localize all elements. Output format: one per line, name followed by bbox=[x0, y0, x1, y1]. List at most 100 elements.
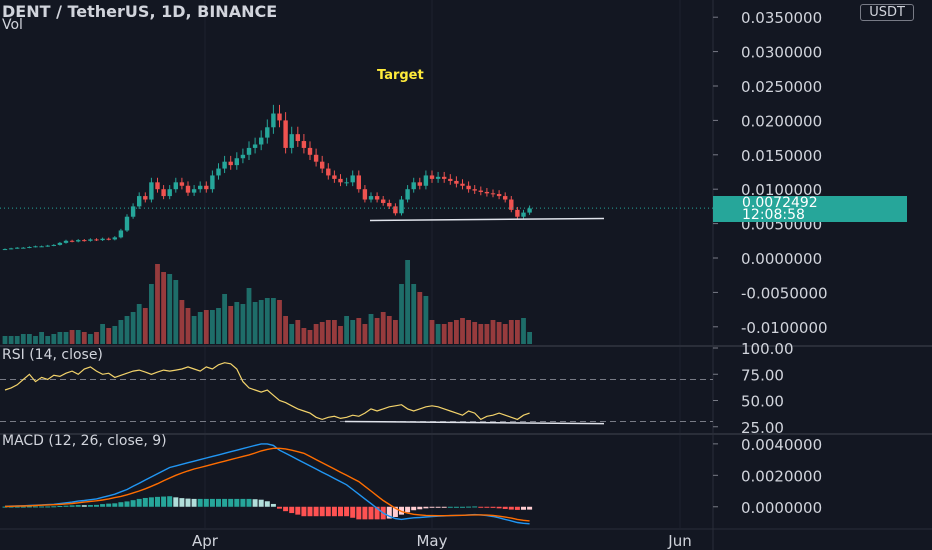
macd-histogram-bar bbox=[319, 506, 325, 517]
macd-histogram-bar bbox=[124, 501, 130, 507]
candle bbox=[326, 168, 331, 176]
volume-bar bbox=[185, 308, 191, 344]
candle bbox=[2, 249, 8, 251]
candle bbox=[454, 180, 459, 184]
volume-bar bbox=[51, 334, 57, 344]
candle bbox=[191, 189, 197, 193]
volume-bar bbox=[45, 336, 51, 344]
macd-histogram-bar bbox=[264, 501, 270, 507]
macd-histogram-bar bbox=[350, 506, 356, 518]
candle bbox=[350, 175, 355, 183]
macd-histogram-bar bbox=[502, 506, 508, 509]
volume-bar bbox=[393, 320, 398, 344]
volume-bar bbox=[81, 332, 87, 344]
macd-histogram-bar bbox=[496, 506, 502, 509]
macd-histogram-bar bbox=[106, 503, 112, 507]
macd-histogram-bar bbox=[57, 505, 63, 507]
candle bbox=[51, 244, 56, 246]
volume-bar bbox=[527, 332, 532, 344]
candle bbox=[490, 193, 496, 195]
macd-histogram-bar bbox=[441, 506, 447, 508]
macd-histogram-bar bbox=[344, 506, 350, 517]
macd-histogram-bar bbox=[307, 506, 313, 517]
volume-bar bbox=[27, 334, 32, 344]
macd-histogram-bar bbox=[100, 504, 106, 507]
currency-button[interactable]: USDT bbox=[860, 4, 914, 21]
support-trendline bbox=[369, 217, 605, 222]
candle bbox=[374, 196, 380, 200]
macd-histogram-bar bbox=[2, 506, 8, 508]
volume-bar bbox=[350, 320, 356, 344]
signal-line bbox=[4, 447, 530, 522]
volume-bar bbox=[228, 306, 234, 344]
candle bbox=[39, 246, 44, 248]
time-tick-label: May bbox=[416, 532, 447, 550]
volume-bar bbox=[508, 320, 514, 344]
macd-histogram-bar bbox=[325, 506, 331, 517]
time-tick-label: Jun bbox=[667, 532, 691, 550]
macd-histogram-bar bbox=[466, 506, 472, 508]
macd-histogram-bar bbox=[87, 505, 93, 507]
macd-histogram-bar bbox=[484, 506, 490, 508]
macd-histogram-bar bbox=[234, 498, 240, 507]
candle bbox=[33, 246, 38, 248]
candle bbox=[173, 182, 178, 190]
macd-histogram-bar bbox=[478, 506, 484, 508]
volume-bar bbox=[405, 260, 410, 344]
price-tick-label: 0.0300000 bbox=[741, 44, 822, 62]
candle bbox=[509, 199, 514, 210]
macd-histogram-bar bbox=[63, 505, 69, 507]
rsi-tick-label: 100.00 bbox=[741, 340, 794, 358]
candle bbox=[27, 246, 32, 248]
candle bbox=[307, 147, 313, 155]
candle bbox=[21, 247, 26, 249]
time-tick-label: Apr bbox=[192, 532, 219, 550]
volume-bar bbox=[222, 294, 227, 344]
rsi-indicator-label[interactable]: RSI (14, close) bbox=[2, 347, 103, 363]
symbol-title[interactable]: DENT / TetherUS, 1D, BINANCE bbox=[2, 2, 278, 21]
volume-bar bbox=[39, 332, 44, 344]
candle bbox=[435, 176, 441, 179]
macd-histogram-bar bbox=[94, 504, 99, 507]
volume-bar bbox=[344, 316, 349, 344]
candle bbox=[88, 239, 93, 241]
rsi-tick-label: 25.00 bbox=[741, 419, 784, 437]
volume-bar bbox=[130, 312, 136, 344]
macd-histogram-bar bbox=[228, 498, 234, 507]
macd-histogram-bar bbox=[417, 506, 423, 510]
candle bbox=[15, 247, 20, 249]
volume-bar bbox=[478, 324, 484, 344]
macd-histogram-bar bbox=[331, 506, 337, 517]
candle bbox=[94, 239, 99, 241]
volume-bar bbox=[88, 334, 93, 344]
volume-bar bbox=[386, 316, 392, 344]
price-tick-label: 0.0200000 bbox=[741, 112, 822, 130]
volume-bar bbox=[362, 324, 368, 344]
macd-histogram-bar bbox=[252, 499, 258, 507]
candle bbox=[472, 189, 477, 191]
volume-bar bbox=[301, 328, 307, 344]
candle bbox=[356, 175, 361, 190]
candle bbox=[167, 189, 172, 197]
macd-histogram-bar bbox=[356, 506, 362, 520]
candle bbox=[295, 134, 300, 142]
volume-bar bbox=[197, 312, 203, 344]
candle bbox=[423, 175, 429, 186]
macd-histogram-bar bbox=[197, 498, 203, 507]
macd-histogram-bar bbox=[148, 497, 154, 507]
macd-line bbox=[4, 443, 530, 525]
volume-bar bbox=[325, 320, 331, 344]
volume-bar bbox=[454, 320, 459, 344]
candle bbox=[149, 182, 154, 200]
volume-bar bbox=[356, 318, 362, 344]
volume-bar bbox=[490, 320, 496, 344]
volume-bar bbox=[94, 332, 99, 344]
volume-bar bbox=[283, 316, 288, 344]
macd-histogram-bar bbox=[270, 503, 276, 507]
macd-histogram-bar bbox=[435, 506, 441, 508]
macd-indicator-label[interactable]: MACD (12, 26, close, 9) bbox=[2, 433, 167, 449]
candle bbox=[496, 194, 502, 197]
macd-histogram-bar bbox=[362, 506, 368, 520]
candle bbox=[405, 189, 410, 200]
